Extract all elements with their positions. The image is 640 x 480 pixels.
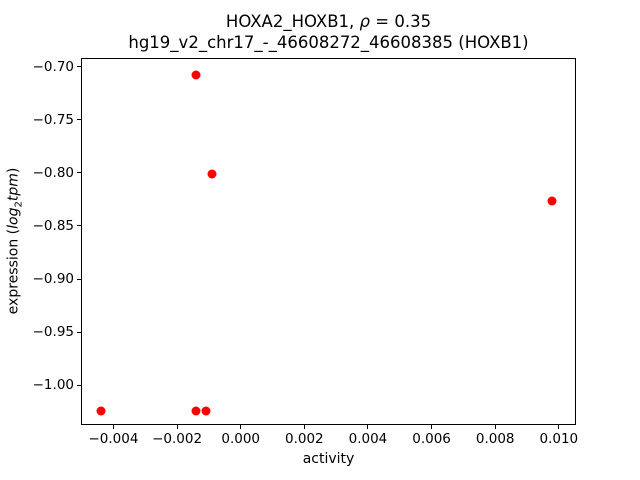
y-axis-label-text: expression ( [5, 228, 22, 315]
x-tick-mark [176, 425, 178, 429]
y-tick-label: −0.80 [32, 164, 74, 181]
y-tick-label: −1.00 [32, 377, 74, 394]
chart-title-line1: HOXA2_HOXB1, ρ = 0.35 [81, 11, 576, 32]
y-tick-mark [77, 119, 81, 121]
x-tick-mark [431, 425, 433, 429]
y-tick-mark [77, 331, 81, 333]
data-point [191, 406, 201, 416]
data-point [191, 70, 201, 80]
y-tick-mark [77, 225, 81, 227]
x-tick-mark [494, 425, 496, 429]
x-tick-label: −0.004 [88, 431, 139, 447]
data-point [207, 169, 217, 179]
y-axis-label: expression (log2tpm) [6, 168, 25, 315]
y-tick-label: −0.85 [32, 217, 74, 234]
data-point [201, 406, 211, 416]
x-tick-mark [558, 425, 560, 429]
chart-title-line2: hg19_v2_chr17_-_46608272_46608385 (HOXB1… [128, 33, 529, 52]
x-tick-label: 0.002 [284, 431, 324, 447]
y-tick-mark [77, 278, 81, 280]
chart-title: HOXA2_HOXB1, ρ = 0.35 hg19_v2_chr17_-_46… [81, 11, 576, 53]
y-axis-label-subscript: 2 [13, 201, 25, 208]
x-tick-mark [240, 425, 242, 429]
y-tick-mark [77, 384, 81, 386]
x-tick-label: 0.006 [412, 431, 451, 447]
data-point [96, 406, 106, 416]
y-tick-label: −0.75 [32, 111, 74, 128]
x-tick-label: 0.010 [539, 431, 579, 447]
x-tick-label: 0.008 [475, 431, 515, 447]
y-tick-label: −0.70 [32, 58, 74, 75]
x-axis-label: activity [302, 451, 355, 467]
x-tick-label: −0.002 [152, 431, 203, 447]
x-tick-mark [367, 425, 369, 429]
y-tick-mark [77, 172, 81, 174]
y-tick-label: −0.90 [32, 271, 74, 288]
x-tick-mark [112, 425, 114, 429]
y-tick-mark [77, 66, 81, 68]
y-axis-label-close-paren: ) [5, 167, 22, 174]
x-tick-mark [303, 425, 305, 429]
x-tick-label: 0.000 [221, 431, 261, 447]
plot-area [81, 58, 576, 425]
y-axis-label-tpm: tpm [5, 173, 22, 202]
x-tick-label: 0.004 [348, 431, 388, 447]
y-axis-label-log: log [5, 207, 22, 229]
data-point [547, 196, 557, 205]
chart-title-gene-pair: HOXA2_HOXB1, [225, 12, 360, 31]
y-tick-label: −0.95 [32, 324, 74, 341]
rho-symbol: ρ [359, 12, 371, 31]
chart-title-rho-value: = 0.35 [370, 12, 432, 31]
